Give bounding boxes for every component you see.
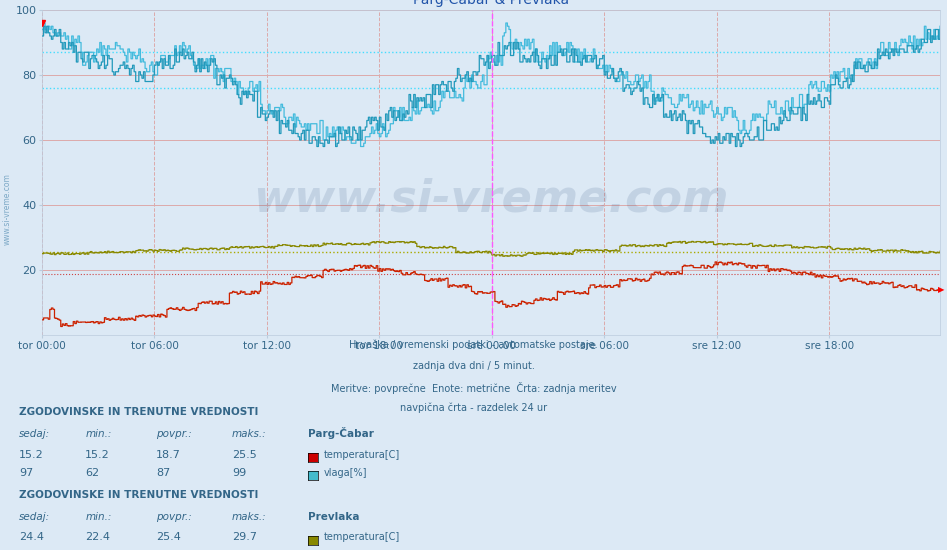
Text: 25.5: 25.5 xyxy=(232,449,257,460)
Text: 18.7: 18.7 xyxy=(156,449,181,460)
Text: Hrvaška / vremenski podatki - avtomatske postaje.: Hrvaška / vremenski podatki - avtomatske… xyxy=(349,340,598,350)
Text: Meritve: povprečne  Enote: metrične  Črta: zadnja meritev: Meritve: povprečne Enote: metrične Črta:… xyxy=(331,382,616,394)
Text: www.si-vreme.com: www.si-vreme.com xyxy=(3,173,12,245)
Text: ▶: ▶ xyxy=(938,285,945,294)
Text: 29.7: 29.7 xyxy=(232,532,257,542)
Text: 15.2: 15.2 xyxy=(85,449,110,460)
Text: min.:: min.: xyxy=(85,512,112,522)
Text: maks.:: maks.: xyxy=(232,512,267,522)
Text: 22.4: 22.4 xyxy=(85,532,110,542)
Text: Parg-Čabar: Parg-Čabar xyxy=(308,427,374,439)
Text: www.si-vreme.com: www.si-vreme.com xyxy=(253,177,729,220)
Title: Parg-Čabar & Prevlaka: Parg-Čabar & Prevlaka xyxy=(413,0,569,8)
Text: 15.2: 15.2 xyxy=(19,449,44,460)
Text: zadnja dva dni / 5 minut.: zadnja dva dni / 5 minut. xyxy=(413,361,534,371)
Text: sedaj:: sedaj: xyxy=(19,512,50,522)
Text: maks.:: maks.: xyxy=(232,429,267,439)
Text: povpr.:: povpr.: xyxy=(156,429,192,439)
Text: navpična črta - razdelek 24 ur: navpična črta - razdelek 24 ur xyxy=(400,403,547,413)
Text: 25.4: 25.4 xyxy=(156,532,181,542)
Text: 62: 62 xyxy=(85,468,99,478)
Text: 87: 87 xyxy=(156,468,170,478)
Text: 97: 97 xyxy=(19,468,33,478)
Text: temperatura[C]: temperatura[C] xyxy=(324,449,401,460)
Text: temperatura[C]: temperatura[C] xyxy=(324,532,401,542)
Text: Prevlaka: Prevlaka xyxy=(308,512,359,522)
Text: 24.4: 24.4 xyxy=(19,532,44,542)
Text: ZGODOVINSKE IN TRENUTNE VREDNOSTI: ZGODOVINSKE IN TRENUTNE VREDNOSTI xyxy=(19,490,259,500)
Text: vlaga[%]: vlaga[%] xyxy=(324,468,367,478)
Text: sedaj:: sedaj: xyxy=(19,429,50,439)
Text: povpr.:: povpr.: xyxy=(156,512,192,522)
Text: min.:: min.: xyxy=(85,429,112,439)
Text: ZGODOVINSKE IN TRENUTNE VREDNOSTI: ZGODOVINSKE IN TRENUTNE VREDNOSTI xyxy=(19,407,259,417)
Text: 99: 99 xyxy=(232,468,246,478)
